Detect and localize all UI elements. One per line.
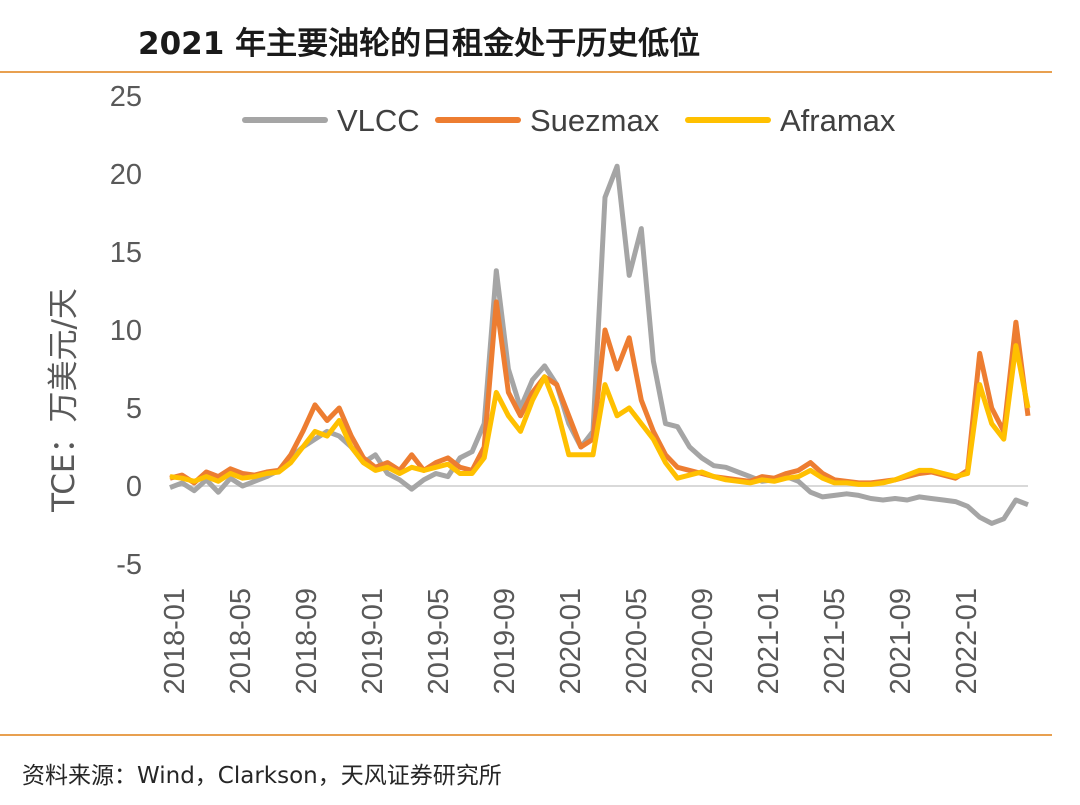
series-line-aframax [169, 343, 1031, 487]
source-note: 资料来源：Wind，Clarkson，天风证券研究所 [22, 763, 502, 789]
x-tick-label: 2021-09 [885, 588, 917, 694]
footer-divider [0, 734, 1052, 736]
x-tick-label: 2019-05 [423, 588, 455, 694]
series-line-vlcc [169, 163, 1029, 526]
x-tick-label: 2020-05 [621, 588, 653, 694]
y-tick-label: 15 [110, 237, 142, 269]
y-tick-label: 0 [126, 471, 142, 503]
y-tick-label: 10 [110, 315, 142, 347]
x-tick-label: 2018-01 [159, 588, 191, 694]
x-tick-label: 2020-01 [555, 588, 587, 694]
legend-label-suezmax: Suezmax [530, 103, 660, 138]
x-axis-ticks: 2018-01 2018-05 2018-09 2019-01 2019-05 2019-… [159, 588, 983, 694]
title-divider [0, 71, 1052, 73]
x-tick-label: 2019-09 [489, 588, 521, 694]
series-lines [169, 163, 1031, 526]
page-title: 2021 年主要油轮的日租金处于历史低位 [138, 26, 701, 62]
y-tick-label: 20 [110, 159, 142, 191]
x-tick-label: 2022-01 [951, 588, 983, 694]
y-axis-label: TCE：万美元/天 [46, 288, 82, 513]
x-tick-label: 2020-09 [687, 588, 719, 694]
x-tick-label: 2019-01 [357, 588, 389, 694]
x-tick-label: 2021-05 [819, 588, 851, 694]
y-axis-ticks: -5 0 5 10 15 20 25 [110, 81, 142, 581]
x-tick-label: 2021-01 [753, 588, 785, 694]
y-tick-label: -5 [116, 549, 142, 581]
legend-label-vlcc: VLCC [337, 103, 420, 138]
y-tick-label: 5 [126, 393, 142, 425]
x-tick-label: 2018-09 [291, 588, 323, 694]
legend-label-aframax: Aframax [780, 103, 896, 138]
y-tick-label: 25 [110, 81, 142, 113]
legend: VLCC Suezmax Aframax [242, 103, 896, 138]
x-tick-label: 2018-05 [225, 588, 257, 694]
